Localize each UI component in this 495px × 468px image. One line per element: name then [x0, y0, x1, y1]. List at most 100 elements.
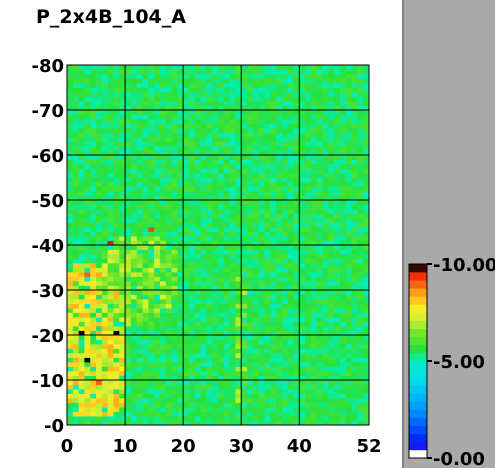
heatmap-cell — [119, 254, 126, 259]
heatmap-cell — [154, 303, 161, 309]
heatmap-cell — [107, 191, 114, 196]
heatmap-cell — [78, 312, 85, 318]
colorbar-swatch — [409, 280, 427, 289]
heatmap-cell — [310, 128, 318, 133]
heatmap-cell — [107, 164, 114, 169]
heatmap-cell — [90, 308, 97, 313]
heatmap-cell — [310, 231, 318, 237]
heatmap-cell — [252, 69, 260, 75]
heatmap-cell — [247, 299, 254, 304]
heatmap-cell — [78, 191, 85, 196]
heatmap-cell — [90, 204, 97, 210]
heatmap-cell — [363, 69, 370, 75]
heatmap-cell — [247, 389, 254, 394]
heatmap-cell — [322, 87, 329, 93]
heatmap-cell — [293, 168, 300, 174]
heatmap-cell — [310, 335, 318, 340]
heatmap-cell — [130, 339, 138, 345]
heatmap-cell — [101, 362, 109, 367]
heatmap-cell — [206, 110, 213, 115]
heatmap-cell — [194, 78, 201, 84]
heatmap-cell — [310, 285, 318, 291]
heatmap-cell — [159, 281, 167, 286]
heatmap-cell — [130, 254, 138, 259]
heatmap-cell — [235, 83, 242, 88]
heatmap-cell — [200, 168, 207, 174]
heatmap-cell — [276, 227, 283, 232]
heatmap-cell — [264, 411, 271, 417]
heatmap-cell — [177, 380, 184, 385]
heatmap-cell — [310, 150, 318, 156]
heatmap-cell — [159, 69, 167, 75]
heatmap-cell — [212, 254, 219, 259]
heatmap-cell — [159, 299, 167, 304]
heatmap-cell — [276, 362, 283, 367]
colorbar-swatch — [409, 369, 427, 378]
heatmap-cell — [270, 267, 277, 273]
heatmap-cell — [345, 366, 352, 372]
heatmap-cell — [183, 137, 190, 142]
heatmap-cell — [107, 420, 114, 426]
heatmap-cell — [136, 416, 143, 421]
heatmap-cell — [316, 380, 323, 385]
heatmap-cell — [72, 87, 80, 93]
heatmap-cell — [212, 74, 219, 79]
heatmap-cell — [165, 222, 172, 228]
heatmap-cell — [363, 191, 370, 196]
heatmap-cell — [188, 380, 196, 385]
heatmap-cell — [67, 240, 74, 246]
heatmap-cell — [287, 69, 294, 75]
heatmap-cell — [177, 231, 184, 237]
heatmap-cell — [125, 141, 132, 147]
heatmap-cell — [316, 191, 323, 196]
heatmap-cell — [177, 78, 184, 84]
heatmap-cell — [316, 177, 323, 183]
heatmap-cell — [281, 366, 289, 372]
heatmap-cell — [281, 177, 289, 183]
heatmap-cell — [101, 299, 109, 304]
heatmap-cell — [235, 366, 242, 372]
heatmap-cell — [188, 375, 196, 381]
heatmap-cell — [345, 164, 352, 169]
heatmap-cell — [200, 92, 207, 97]
heatmap-cell — [322, 209, 329, 214]
heatmap-cell — [200, 105, 207, 111]
heatmap-cell — [287, 204, 294, 210]
heatmap-cell — [270, 195, 277, 201]
heatmap-cell — [159, 290, 167, 295]
heatmap-cell — [293, 272, 300, 277]
heatmap-cell — [84, 173, 91, 178]
heatmap-cell — [310, 245, 318, 250]
heatmap-cell — [113, 384, 120, 390]
heatmap-cell — [171, 362, 178, 367]
heatmap-cell — [223, 330, 231, 336]
heatmap-cell — [345, 195, 352, 201]
heatmap-cell — [310, 407, 318, 412]
heatmap-cell — [84, 285, 91, 291]
heatmap-cell — [96, 375, 103, 381]
heatmap-cell — [125, 353, 132, 358]
heatmap-cell — [136, 312, 143, 318]
heatmap-cell — [264, 191, 271, 196]
heatmap-cell — [276, 123, 283, 129]
heatmap-cell — [363, 137, 370, 142]
heatmap-cell — [351, 240, 358, 246]
heatmap-cell — [293, 321, 300, 327]
heatmap-cell — [218, 398, 225, 403]
heatmap-cell — [171, 141, 178, 147]
heatmap-cell — [351, 137, 358, 142]
heatmap-cell — [357, 276, 364, 282]
heatmap-cell — [305, 272, 312, 277]
heatmap-cell — [258, 398, 265, 403]
heatmap-cell — [154, 281, 161, 286]
heatmap-cell — [351, 321, 358, 327]
heatmap-cell — [287, 407, 294, 412]
heatmap-cell — [235, 137, 242, 142]
heatmap-cell — [258, 74, 265, 79]
heatmap-cell — [212, 159, 219, 165]
heatmap-cell — [339, 339, 347, 345]
heatmap-cell — [258, 83, 265, 88]
heatmap-cell — [212, 105, 219, 111]
heatmap-cell — [241, 312, 248, 318]
heatmap-cell — [159, 92, 167, 97]
